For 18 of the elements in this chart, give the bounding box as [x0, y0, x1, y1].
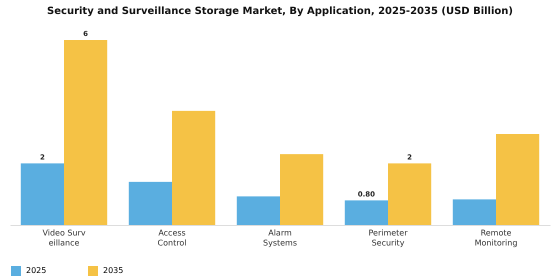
x-tick-label: Alarm Systems [263, 228, 297, 248]
legend-label: 2035 [103, 266, 124, 275]
x-tick-label: Access Control [158, 228, 186, 248]
chart-title: Security and Surveillance Storage Market, By Application, 2025-2035 (USD Billion) [47, 6, 513, 17]
bar [20, 163, 64, 225]
bar [172, 110, 216, 225]
bar [64, 40, 108, 225]
x-tick-label: Video Surv eillance [42, 228, 86, 248]
bar [452, 199, 496, 225]
x-tick-label: Remote Monitoring [474, 228, 518, 248]
bar [388, 163, 432, 225]
bar [280, 154, 324, 225]
x-tick-label: Perimeter Security [368, 228, 408, 248]
legend-label: 2025 [26, 266, 46, 275]
bar [128, 182, 172, 225]
bar [236, 196, 280, 225]
bar [344, 200, 388, 225]
bar [496, 134, 540, 225]
